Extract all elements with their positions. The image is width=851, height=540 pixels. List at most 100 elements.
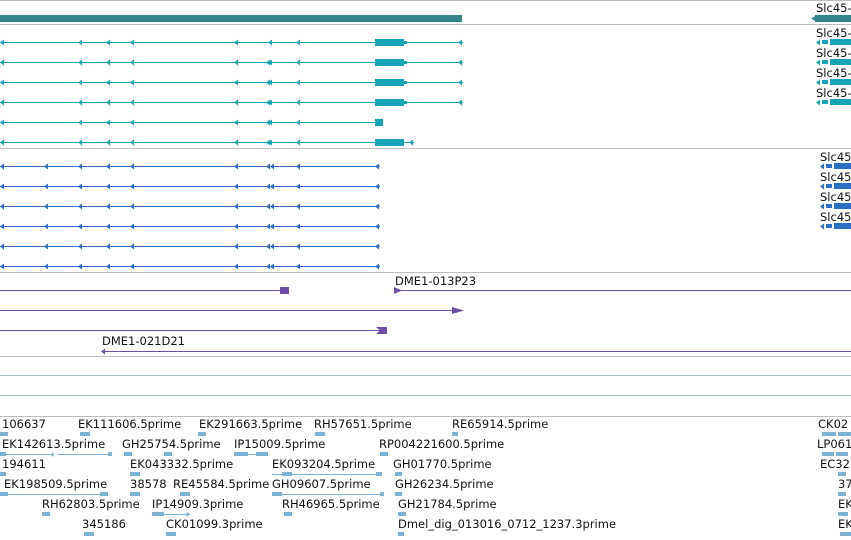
transcript-row[interactable]: Slc45- (0, 86, 851, 106)
est-label: LP061 (817, 437, 851, 451)
transcript-row[interactable] (0, 243, 380, 250)
direction-arrow (130, 99, 134, 106)
direction-arrow (296, 163, 300, 170)
transcript-row[interactable]: Slc45- (0, 26, 851, 46)
direction-arrow (78, 203, 82, 210)
transcript-row[interactable] (0, 263, 380, 270)
direction-arrow (270, 183, 274, 190)
est-label: GH01770.5prime (393, 457, 492, 471)
transcript-row[interactable] (0, 119, 383, 126)
clone-track[interactable]: DME1-013P23 DME1-021D21 (0, 274, 851, 355)
direction-arrow (458, 79, 462, 86)
direction-arrow (44, 223, 48, 230)
direction-arrow (0, 99, 4, 106)
est-block (0, 452, 6, 456)
direction-arrow (44, 183, 48, 190)
est-block (840, 532, 851, 536)
utr-block (404, 101, 407, 104)
est-label: RE65914.5prime (452, 417, 548, 431)
direction-arrow (106, 243, 110, 250)
direction-arrow (266, 163, 270, 170)
est-block (395, 492, 402, 496)
direction-arrow (106, 39, 110, 46)
transcript-row[interactable]: Slc45 (0, 210, 851, 230)
gene-summary-track[interactable]: Slc45- (0, 1, 851, 22)
direction-arrow (234, 203, 238, 210)
transcript-row[interactable]: Slc45- (0, 46, 851, 66)
est-block (166, 532, 176, 536)
direction-arrow (458, 99, 462, 106)
est-block (256, 452, 268, 456)
direction-arrow (78, 243, 82, 250)
transcript-label: Slc45 (820, 210, 851, 224)
transcript-row[interactable] (0, 139, 414, 146)
direction-arrow (0, 119, 4, 126)
direction-arrow (106, 263, 110, 270)
direction-arrow (296, 243, 300, 250)
direction-arrow (270, 223, 274, 230)
direction-arrow (0, 263, 4, 270)
exon-block (830, 99, 851, 105)
direction-arrow (820, 163, 824, 170)
exon-block (375, 119, 383, 126)
est-label: GH26234.5prime (395, 477, 494, 491)
direction-arrow (106, 223, 110, 230)
est-block (380, 492, 384, 496)
est-block (100, 492, 108, 496)
direction-arrow (296, 203, 300, 210)
est-label: 194611 (2, 457, 46, 471)
transcript-track-b[interactable]: Slc45 Slc45 Slc45 Slc45 (0, 150, 851, 270)
direction-arrow (375, 263, 379, 270)
transcript-row[interactable]: Slc45 (0, 170, 851, 190)
direction-arrow (270, 203, 274, 210)
direction-arrow (811, 15, 817, 22)
utr-block (404, 41, 407, 44)
est-block (272, 492, 282, 496)
direction-arrow (296, 99, 300, 106)
exon-block (375, 39, 404, 46)
direction-arrow (130, 59, 134, 66)
direction-arrow (394, 287, 402, 294)
direction-arrow (130, 183, 134, 190)
exon-block (826, 224, 832, 228)
direction-arrow (820, 223, 824, 230)
exon-block (830, 79, 851, 85)
direction-arrow (234, 243, 238, 250)
est-block (398, 512, 406, 516)
est-label: 37 (838, 477, 851, 491)
est-label: RP004221600.5prime (379, 437, 504, 451)
est-label: RH57651.5prime (314, 417, 412, 431)
direction-arrow (375, 163, 379, 170)
direction-arrow (0, 59, 4, 66)
direction-arrow (106, 139, 110, 146)
direction-arrow (296, 79, 300, 86)
direction-arrow (130, 79, 134, 86)
direction-arrow (106, 79, 110, 86)
est-label: GH09607.5prime (272, 477, 371, 491)
direction-arrow (130, 203, 134, 210)
exon-block (375, 99, 404, 106)
est-block (452, 432, 458, 436)
direction-arrow (0, 163, 4, 170)
direction-arrow (78, 139, 82, 146)
est-block (282, 472, 292, 476)
transcript-row[interactable]: Slc45 (0, 190, 851, 210)
direction-arrow (130, 223, 134, 230)
direction-arrow (266, 99, 270, 106)
est-block (0, 492, 8, 496)
est-block (838, 432, 851, 436)
direction-arrow (816, 99, 820, 106)
direction-arrow (820, 203, 824, 210)
transcript-row[interactable]: Slc45 (0, 150, 851, 170)
est-block (164, 452, 172, 456)
est-track[interactable]: 106637 EK111606.5prime EK291663.5prime RH57… (0, 417, 851, 536)
direction-arrow (266, 59, 270, 66)
direction-arrow (0, 223, 4, 230)
transcript-track-a[interactable]: Slc45- Slc45- Slc45- Slc45- (0, 26, 851, 146)
direction-arrow (234, 99, 238, 106)
est-block (198, 432, 206, 436)
exon-block (375, 79, 404, 86)
transcript-row[interactable]: Slc45- (0, 66, 851, 86)
